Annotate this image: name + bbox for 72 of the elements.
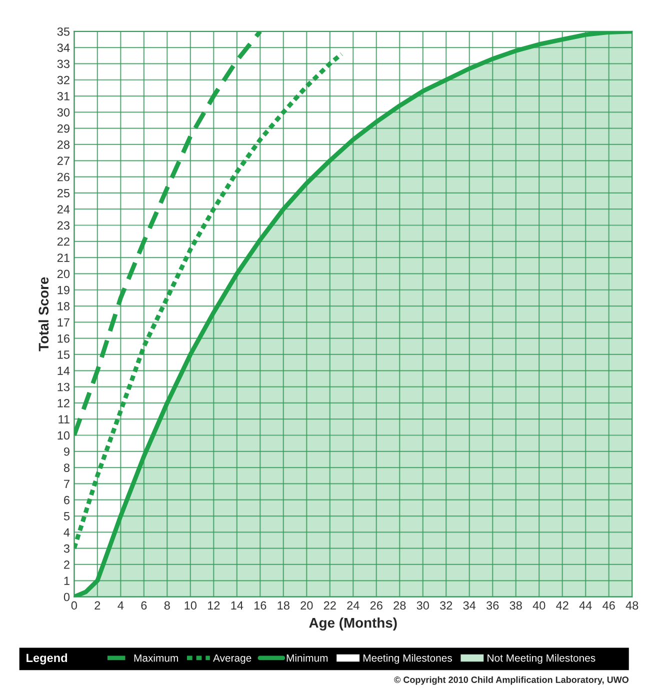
x-tick-label: 32 bbox=[440, 601, 452, 610]
legend-label: Minimum bbox=[286, 654, 328, 662]
y-tick-label: 7 bbox=[64, 480, 70, 488]
x-tick-label: 16 bbox=[254, 601, 266, 610]
y-tick-label: 20 bbox=[57, 270, 70, 278]
x-tick-label: 42 bbox=[556, 601, 568, 610]
x-tick-label: 8 bbox=[164, 601, 170, 610]
text: © Copyright 2010 Child Amplification Laboratory, UWO bbox=[394, 676, 629, 685]
legend-label: Maximum bbox=[134, 654, 178, 662]
y-tick-label: 21 bbox=[57, 254, 70, 262]
y-tick-label: 8 bbox=[64, 464, 70, 472]
x-tick-label: 34 bbox=[463, 601, 476, 610]
y-tick-label: 15 bbox=[58, 350, 70, 359]
y-tick-label: 23 bbox=[57, 221, 70, 230]
x-tick-label: 40 bbox=[532, 601, 546, 610]
y-tick-label: 32 bbox=[57, 76, 70, 84]
y-tick-label: 16 bbox=[58, 334, 70, 343]
x-tick-label: 28 bbox=[394, 601, 406, 610]
y-tick-label: 19 bbox=[58, 286, 70, 294]
y-tick-label: 9 bbox=[64, 447, 70, 456]
y-tick-label: 14 bbox=[58, 366, 70, 375]
y-tick-label: 30 bbox=[57, 108, 70, 117]
y-tick-label: 5 bbox=[64, 512, 70, 520]
y-tick-label: 12 bbox=[58, 398, 70, 408]
y-tick-label: 4 bbox=[64, 528, 70, 536]
y-tick-label: 11 bbox=[58, 415, 70, 424]
y-tick-label: 2 bbox=[64, 560, 70, 569]
x-tick-label: 6 bbox=[141, 601, 147, 610]
y-tick-label: 22 bbox=[57, 237, 70, 246]
x-tick-label: 26 bbox=[370, 601, 382, 610]
x-axis-title: Age (Months) bbox=[309, 618, 397, 631]
legend-title: Legend bbox=[26, 653, 67, 664]
text: Not Meeting Milestones bbox=[488, 654, 596, 664]
y-tick-label: 26 bbox=[57, 172, 70, 182]
line-series bbox=[74, 52, 344, 551]
text: Meeting Milestones bbox=[363, 654, 452, 664]
y-tick-label: 34 bbox=[57, 44, 70, 52]
y-tick-label: 35 bbox=[57, 27, 70, 36]
y-axis-title: Total Score bbox=[38, 277, 49, 352]
y-tick-label: 3 bbox=[64, 544, 70, 553]
x-tick-label: 24 bbox=[347, 601, 360, 610]
x-tick-label: 14 bbox=[231, 601, 244, 610]
y-tick-label: 10 bbox=[58, 431, 70, 440]
y-tick-label: 17 bbox=[58, 318, 70, 326]
x-tick-label: 22 bbox=[324, 601, 336, 610]
x-tick-label: 12 bbox=[208, 601, 220, 610]
y-tick-label: 6 bbox=[64, 496, 70, 504]
x-tick-label: 30 bbox=[416, 601, 429, 610]
x-tick-label: 0 bbox=[71, 601, 77, 610]
x-tick-label: 36 bbox=[486, 601, 499, 610]
x-tick-label: 44 bbox=[579, 601, 592, 610]
x-tick-label: 2 bbox=[94, 601, 100, 610]
y-tick-label: 18 bbox=[58, 302, 70, 310]
legend-label: Average bbox=[213, 654, 252, 664]
y-tick-label: 0 bbox=[64, 592, 70, 602]
line-series bbox=[74, 31, 262, 438]
y-tick-label: 27 bbox=[57, 156, 70, 165]
y-tick-label: 25 bbox=[57, 188, 70, 198]
x-tick-label: 4 bbox=[118, 601, 124, 610]
y-tick-label: 33 bbox=[57, 60, 70, 68]
x-tick-label: 18 bbox=[278, 601, 290, 610]
y-tick-label: 1 bbox=[64, 576, 70, 585]
y-tick-label: 31 bbox=[57, 92, 70, 100]
x-tick-label: 10 bbox=[184, 601, 197, 610]
y-tick-label: 29 bbox=[57, 124, 70, 133]
y-tick-label: 13 bbox=[58, 382, 70, 392]
x-tick-label: 48 bbox=[626, 601, 638, 610]
y-tick-label: 28 bbox=[57, 140, 70, 149]
x-tick-label: 38 bbox=[510, 601, 522, 610]
y-tick-label: 24 bbox=[57, 205, 70, 214]
x-tick-label: 20 bbox=[300, 601, 313, 610]
x-tick-label: 46 bbox=[602, 601, 615, 610]
